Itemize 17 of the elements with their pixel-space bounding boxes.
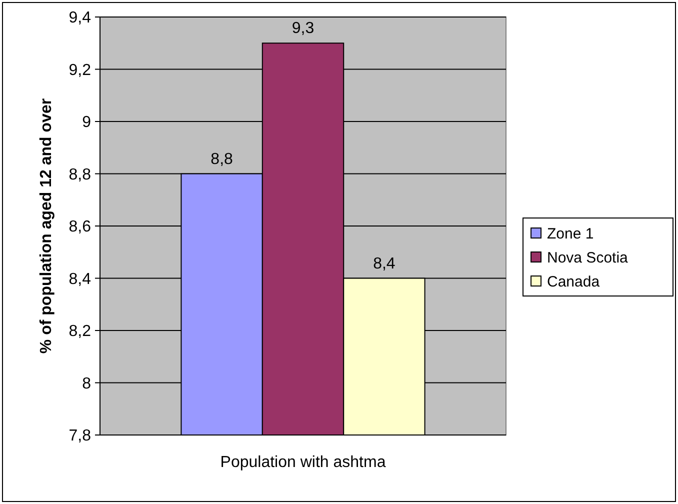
y-tick-label: 8 [82, 375, 92, 392]
y-tick-label: 8,4 [68, 270, 92, 288]
y-axis-title: % of population aged 12 and over [38, 98, 55, 354]
data-label: 9,3 [292, 20, 314, 38]
y-tick-label: 9 [82, 114, 92, 132]
legend-label: Nova Scotia [547, 249, 629, 266]
data-label: 8,4 [373, 255, 396, 272]
y-tick-label: 9,2 [68, 62, 92, 79]
data-label: 8,8 [210, 150, 234, 168]
legend-label: Zone 1 [547, 225, 594, 242]
y-tick-label: 8,2 [68, 323, 92, 340]
y-tick-label: 8,8 [68, 166, 92, 184]
y-tick-label: 7,8 [68, 428, 92, 445]
y-tick-label: 9,4 [68, 10, 92, 27]
legend-label: Canada [547, 273, 600, 290]
x-tick-label: Population with ashtma [220, 454, 386, 471]
y-tick-label: 8,6 [68, 218, 92, 236]
